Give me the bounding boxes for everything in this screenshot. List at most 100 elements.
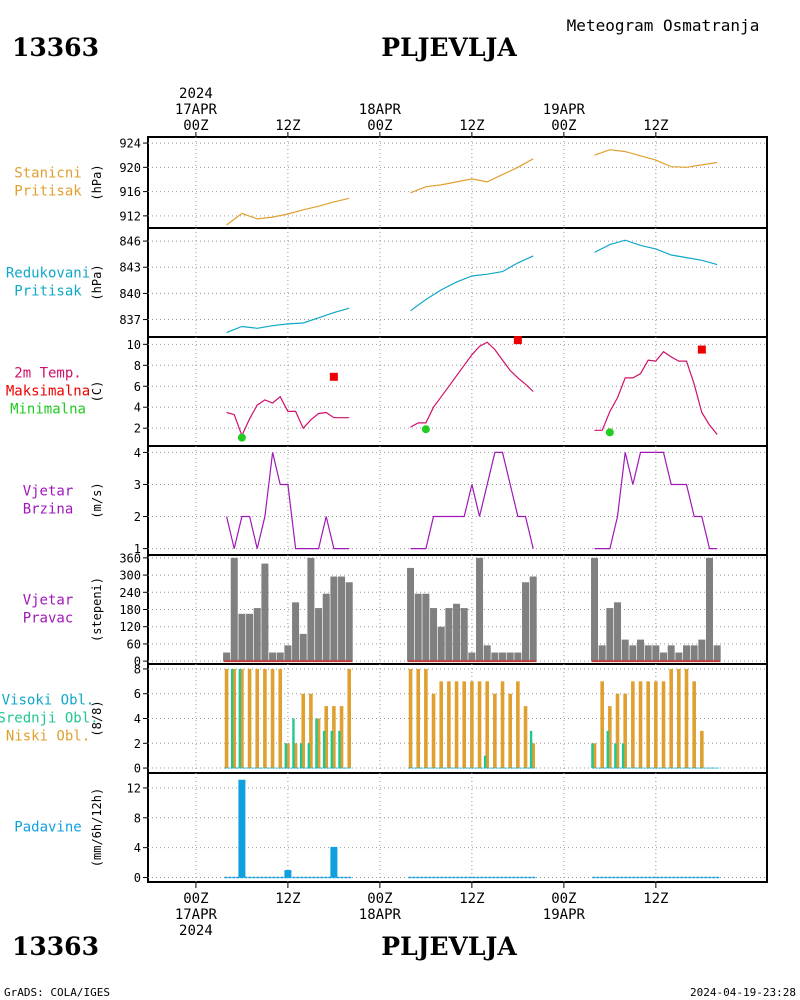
- mid-cloud-bar: [315, 718, 318, 769]
- series-label: Niski Obl.: [6, 729, 90, 745]
- series-line: [410, 255, 534, 312]
- panel-frame: [147, 336, 768, 447]
- y-tick-label: 916: [119, 185, 141, 199]
- wind-direction-bar: [284, 645, 292, 662]
- low-cloud-bar: [493, 693, 497, 769]
- low-cloud-bar: [232, 668, 237, 769]
- tmin-marker: [421, 425, 430, 434]
- low-cloud-bar: [608, 706, 612, 769]
- wind-direction-bar: [261, 563, 269, 662]
- wind-direction-bar: [269, 652, 277, 662]
- time-tick-label: 18APR: [359, 907, 402, 923]
- y-tick-label: 360: [119, 551, 141, 565]
- low-cloud-bar: [500, 681, 505, 769]
- y-tick-label: 837: [119, 313, 141, 327]
- series-label: Pritisak: [14, 184, 82, 200]
- mid-cloud-bar: [330, 730, 333, 769]
- low-cloud-bar: [684, 668, 689, 769]
- wind-direction-bar: [322, 593, 330, 662]
- wind-direction-bar: [276, 652, 284, 662]
- y-axis-label: (mm/6h/12h): [90, 788, 104, 867]
- low-cloud-bar: [677, 668, 681, 769]
- wind-direction-bar: [713, 645, 721, 662]
- wind-direction-bar: [621, 639, 629, 662]
- low-cloud-bar: [339, 706, 344, 769]
- time-tick-label: 12Z: [459, 891, 484, 907]
- y-tick-label: 240: [119, 586, 141, 600]
- time-tick-label: 12Z: [275, 118, 300, 134]
- mid-cloud-bar: [284, 743, 287, 769]
- low-cloud-bar: [324, 706, 329, 769]
- series-line: [594, 451, 718, 550]
- wind-direction-bar: [453, 603, 461, 662]
- y-tick-label: 8: [134, 359, 141, 373]
- tmax-marker: [697, 345, 706, 354]
- low-cloud-bar: [477, 681, 482, 769]
- low-cloud-bar: [661, 681, 666, 769]
- wind-direction-bar: [675, 652, 683, 662]
- wind-direction-bar: [445, 608, 453, 662]
- mid-cloud-bar: [606, 730, 609, 769]
- mid-cloud-bar: [238, 668, 242, 769]
- wind-direction-bar: [460, 608, 468, 662]
- series-label: 2m Temp.: [14, 366, 81, 382]
- low-cloud-bar: [408, 668, 413, 769]
- wind-direction-bar: [690, 645, 698, 662]
- low-cloud-bar: [255, 668, 260, 769]
- y-tick-label: 843: [119, 261, 141, 275]
- low-cloud-bar: [508, 693, 513, 769]
- y-tick-label: 4: [134, 712, 141, 726]
- y-tick-label: 3: [134, 478, 141, 492]
- y-tick-label: 846: [119, 235, 141, 249]
- y-axis-label: (hPa): [90, 164, 104, 200]
- wind-direction-bar: [483, 645, 491, 662]
- tmax-marker: [329, 372, 338, 381]
- series-label: Vjetar: [23, 593, 74, 609]
- wind-direction-bar: [683, 645, 691, 662]
- wind-direction-bar: [598, 645, 606, 662]
- time-tick-label: 12Z: [643, 891, 668, 907]
- wind-direction-bar: [698, 639, 706, 662]
- y-tick-label: 924: [119, 137, 141, 151]
- wind-direction-bar: [437, 626, 445, 662]
- station-name-top: PLJEVLJA: [381, 33, 517, 62]
- y-axis-label: (hPa): [90, 264, 104, 300]
- panel-1: 837 840 843 846 (hPa)Redukovani Pritisak: [6, 227, 768, 338]
- low-cloud-bar: [692, 681, 696, 769]
- time-tick-label: 00Z: [367, 118, 392, 134]
- y-axis-label: (stepeni): [90, 577, 104, 642]
- y-tick-label: 60: [127, 637, 141, 651]
- low-cloud-bar: [523, 706, 528, 769]
- y-tick-label: 4: [134, 841, 141, 855]
- time-tick-label: 18APR: [359, 102, 402, 118]
- wind-direction-bar: [315, 608, 323, 662]
- low-cloud-bar: [424, 668, 428, 769]
- wind-direction-bar: [476, 557, 484, 662]
- panel-3: 1 2 3 4 (m/s) Vjetar Brzina: [23, 445, 768, 556]
- mid-cloud-bar: [614, 743, 617, 769]
- low-cloud-bar: [470, 681, 474, 769]
- low-cloud-bar: [301, 693, 306, 769]
- wind-direction-bar: [629, 645, 637, 662]
- station-name-bottom: PLJEVLJA: [381, 932, 517, 961]
- low-cloud-bar: [669, 668, 673, 769]
- time-tick-label: 2024: [179, 923, 213, 939]
- panel-frame: [147, 445, 768, 556]
- low-cloud-bar: [247, 668, 252, 769]
- wind-direction-bar: [422, 593, 430, 662]
- wind-direction-bar: [614, 602, 622, 662]
- y-tick-label: 0: [134, 762, 141, 776]
- series-label: Srednji Obl.: [0, 711, 99, 727]
- mid-cloud-bar: [292, 718, 295, 769]
- series-label: Maksimalna: [6, 384, 90, 400]
- low-cloud-bar: [638, 681, 643, 769]
- mid-cloud-bar: [307, 743, 310, 769]
- meteogram-subtitle: Meteogram Osmatranja: [567, 16, 760, 35]
- low-cloud-bar: [447, 681, 451, 769]
- wind-direction-bar: [414, 593, 422, 662]
- mid-cloud-bar: [483, 755, 487, 769]
- y-tick-label: 2: [134, 737, 141, 751]
